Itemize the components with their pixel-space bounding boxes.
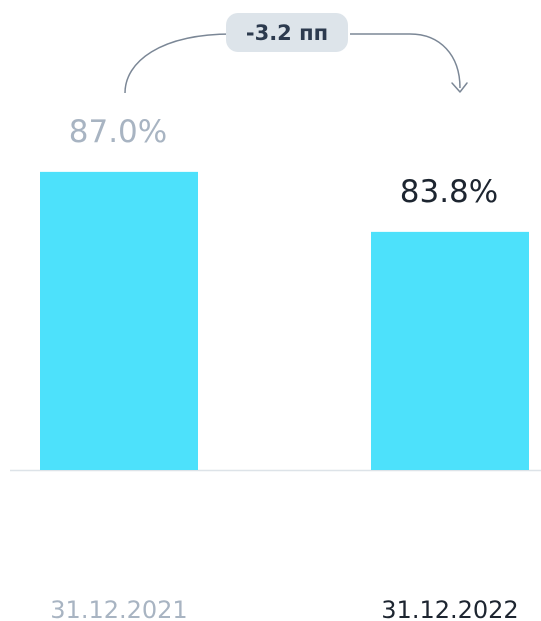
bar-31.12.2021 (40, 171, 198, 470)
bar-31.12.2022 (371, 231, 529, 470)
data-label-1: 83.8% (400, 174, 498, 210)
x-tick-label-0: 31.12.2021 (50, 596, 187, 621)
change-badge-label: -3.2 пп (246, 21, 328, 45)
x-tick-label-1: 31.12.2022 (381, 596, 518, 621)
change-badge (226, 13, 348, 52)
change-arrow-left-curve (124, 33, 233, 94)
change-arrow-right-curve (350, 33, 461, 89)
arrow-head-icon (451, 82, 468, 93)
data-label-0: 87.0% (69, 114, 167, 150)
